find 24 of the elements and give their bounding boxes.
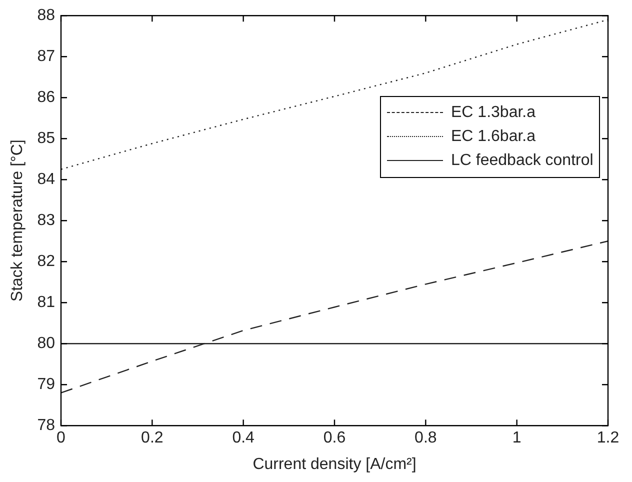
y-tick-label: 80 [37,335,56,352]
y-tick-label: 78 [37,417,56,434]
y-tick-label: 88 [37,7,56,24]
x-tick-label: 0.2 [141,430,164,447]
x-tick-label: 0.8 [414,430,437,447]
x-tick-label: 1 [512,430,522,447]
legend-label: EC 1.6bar.a [451,128,536,146]
y-tick-label: 82 [37,253,56,270]
legend-label: LC feedback control [451,152,594,170]
y-tick-label: 83 [37,212,56,230]
legend-label: EC 1.3bar.a [451,104,536,122]
x-axis-title: Current density [A/cm²] [252,456,416,473]
y-tick-label: 86 [37,89,56,106]
y-tick-label: 87 [37,48,56,66]
x-tick-label: 0 [56,430,66,447]
y-axis-title: Stack temperature [°C] [9,140,26,302]
x-tick-label: 0.6 [323,430,346,447]
x-tick-label: 1.2 [596,430,620,447]
y-tick-label: 81 [37,294,56,312]
x-tick-label: 0.4 [232,430,255,447]
y-tick-label: 85 [37,130,56,148]
y-tick-label: 79 [37,376,56,394]
line-series [60,240,608,394]
y-tick-label: 84 [37,171,56,188]
